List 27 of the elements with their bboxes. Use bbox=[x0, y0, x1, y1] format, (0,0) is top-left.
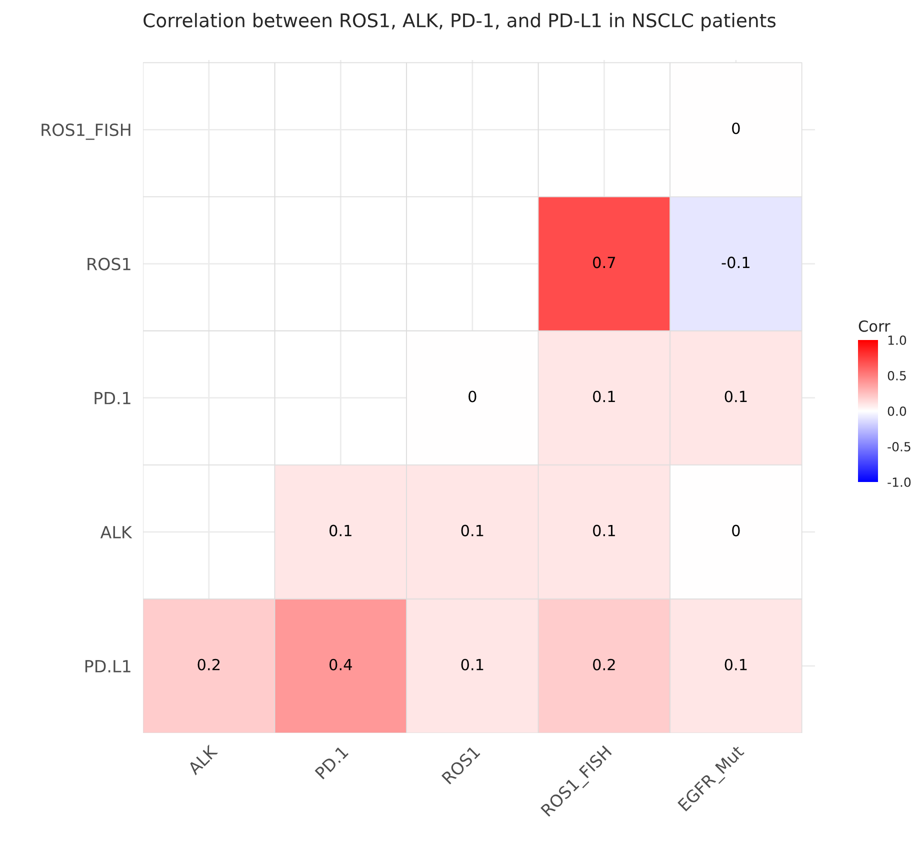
data-label: 0.1 bbox=[593, 524, 615, 536]
data-label: 0.1 bbox=[461, 658, 484, 670]
y-tick-label: ROS1_FISH bbox=[42, 124, 130, 140]
y-tick-label: ALK bbox=[100, 526, 132, 538]
data-label: 0.1 bbox=[461, 524, 484, 536]
data-label: 0.2 bbox=[198, 658, 220, 670]
chart-title: Correlation between ROS1, ALK, PD-1, and PD-L1 in NSCLC patients bbox=[144, 12, 776, 32]
data-label: 0 bbox=[468, 390, 476, 402]
color-bar-label: -1.0 bbox=[888, 477, 911, 487]
color-bar-label: 0.5 bbox=[888, 370, 906, 380]
y-tick-label: PD.1 bbox=[94, 392, 130, 404]
data-label: 0.1 bbox=[724, 658, 747, 670]
color-bar-label: 0.0 bbox=[888, 406, 906, 416]
data-label: -0.1 bbox=[722, 256, 750, 268]
data-label: 0.1 bbox=[593, 390, 615, 402]
data-label: 0 bbox=[732, 524, 740, 536]
color-bar-title: Corr bbox=[858, 320, 890, 332]
color-bar-label: 1.0 bbox=[888, 335, 906, 345]
data-label: 0.1 bbox=[330, 524, 352, 536]
data-label: 0 bbox=[732, 122, 740, 134]
data-label: 0.2 bbox=[593, 658, 615, 670]
data-label: 0.4 bbox=[330, 658, 352, 670]
data-label: 0.1 bbox=[724, 390, 747, 402]
data-label: 0.7 bbox=[593, 256, 616, 268]
y-tick-label: ROS1 bbox=[88, 258, 130, 270]
y-tick-label: PD.L1 bbox=[85, 660, 130, 672]
color-bar-label: -0.5 bbox=[888, 442, 910, 452]
